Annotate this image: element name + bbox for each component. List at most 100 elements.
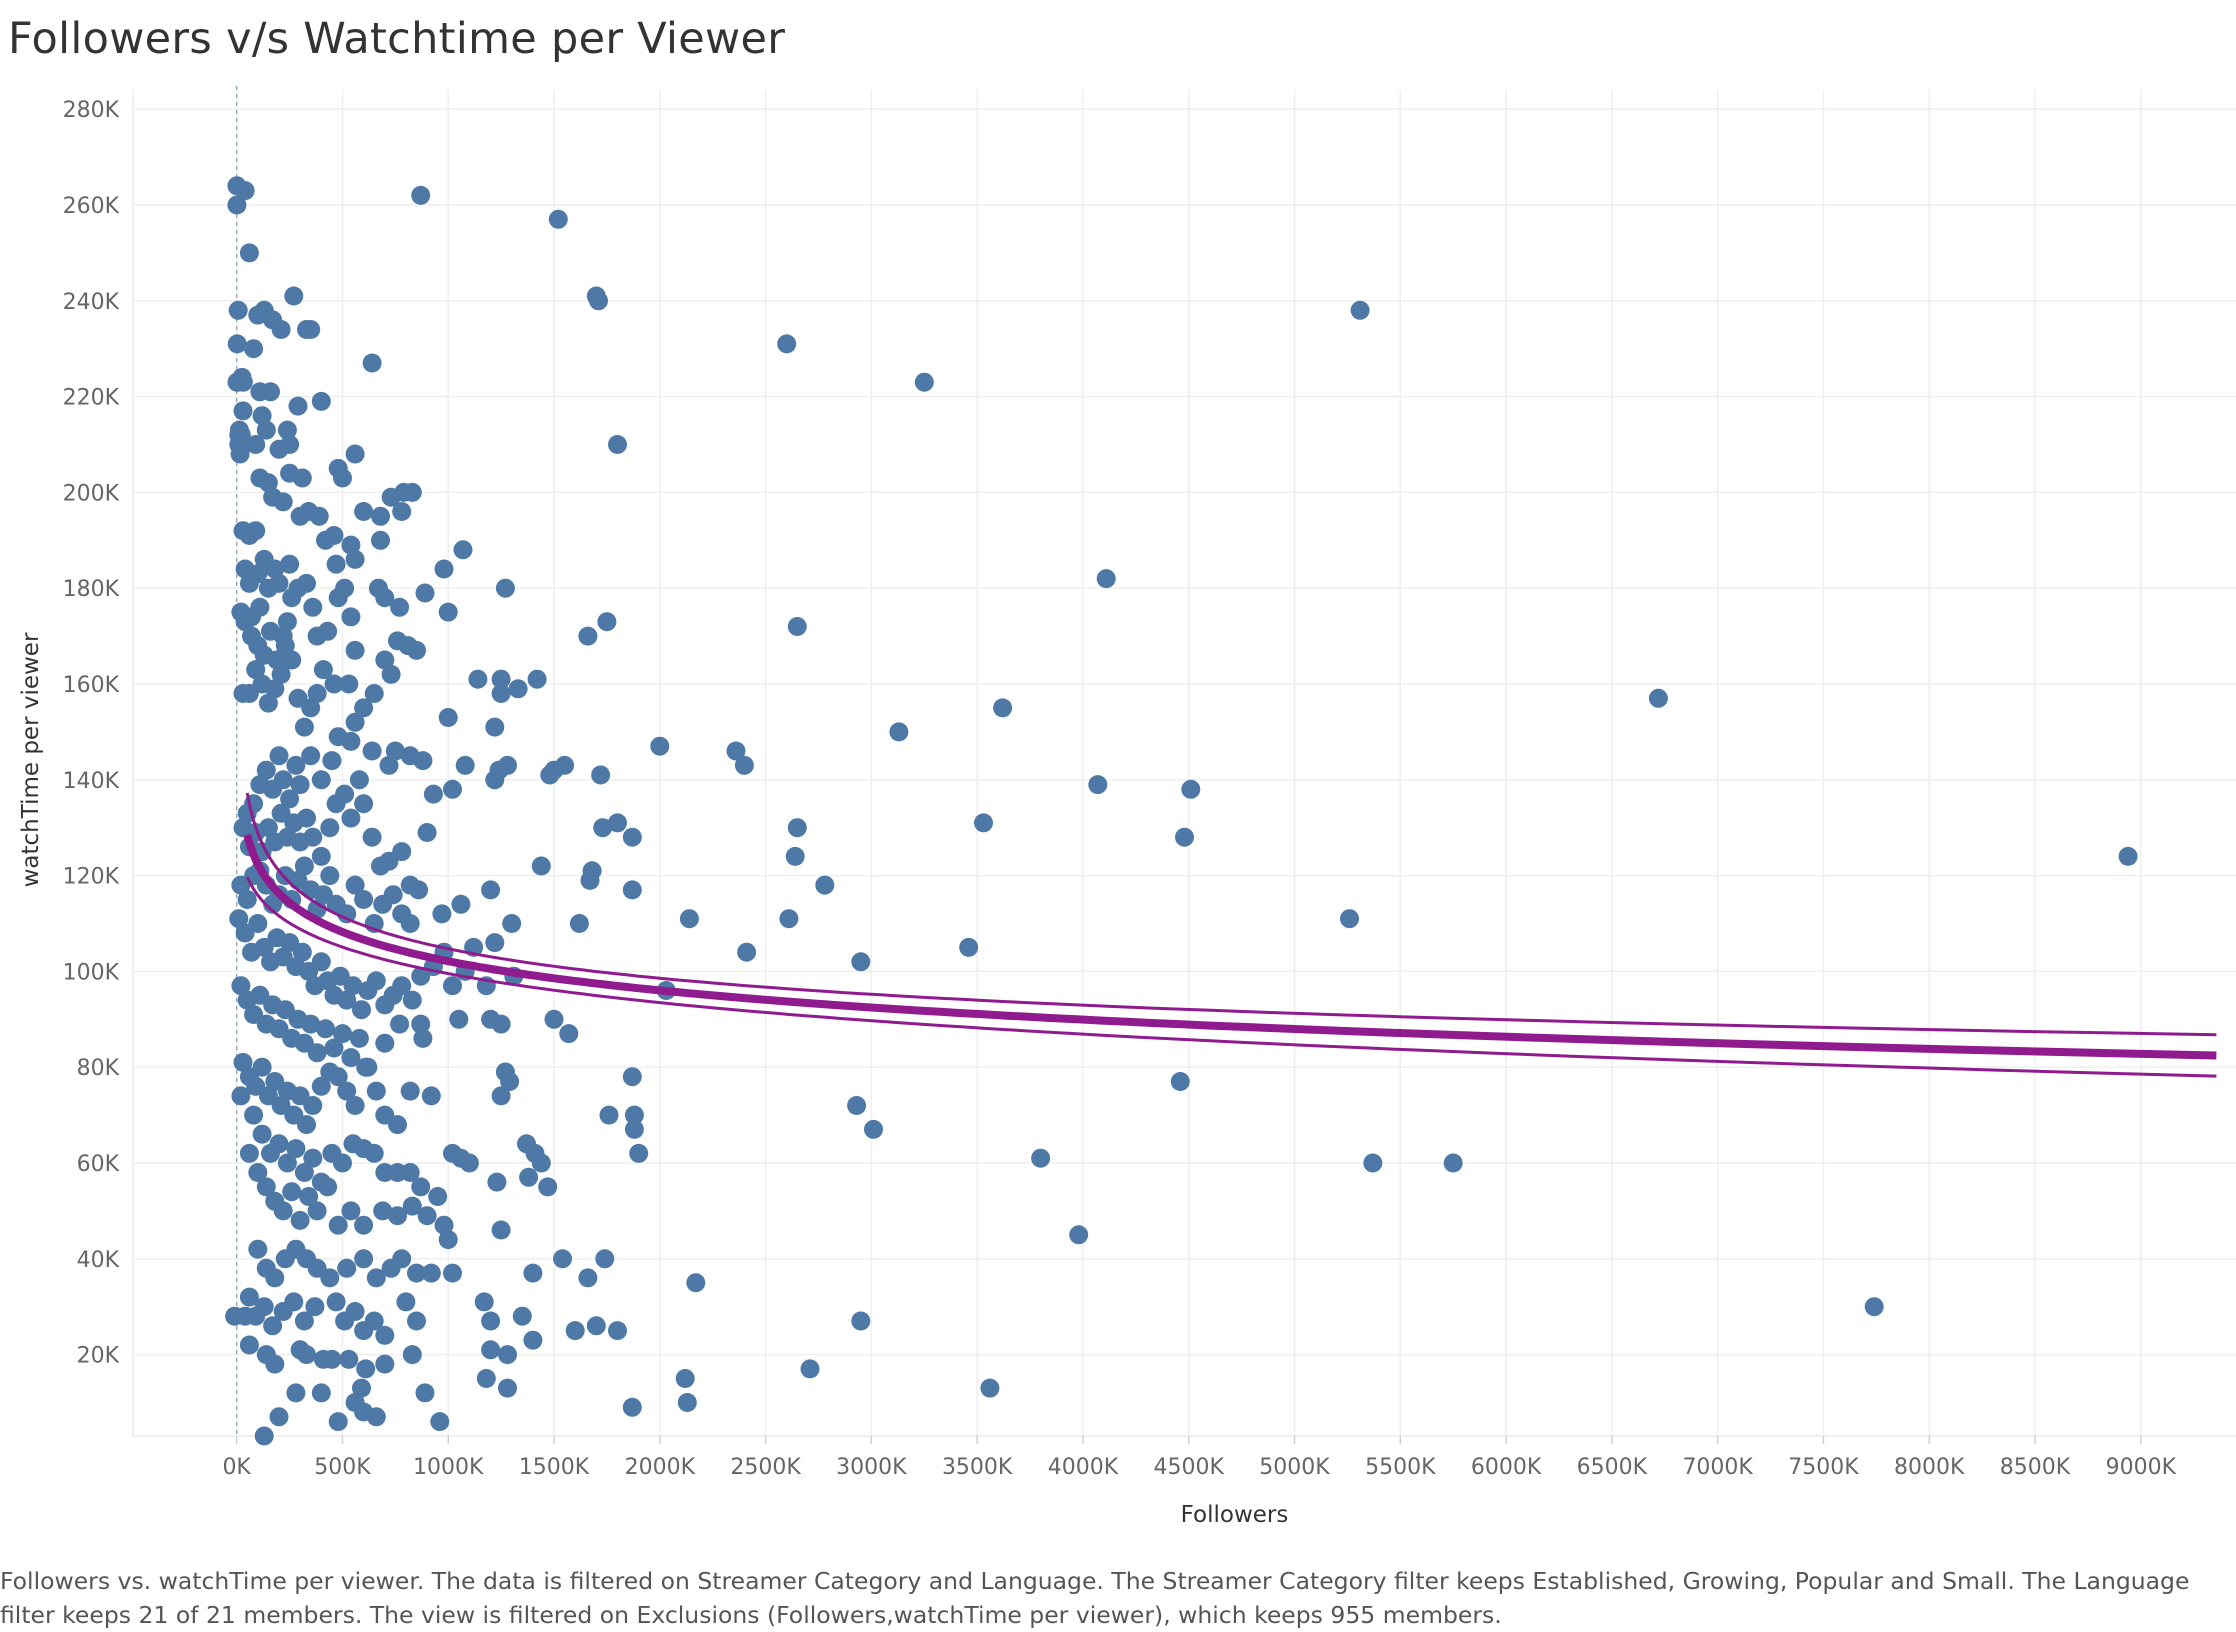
data-point bbox=[294, 1163, 314, 1182]
data-point bbox=[322, 751, 342, 771]
x-tick-label: 8500K bbox=[2000, 1455, 2071, 1480]
data-point bbox=[320, 866, 340, 886]
data-point bbox=[371, 506, 390, 526]
x-axis-ticks: 0K 500K 1000K 1500K 2000K 2500K 3000K 3500K 4000… bbox=[222, 1436, 2177, 1480]
data-point bbox=[407, 640, 426, 660]
data-point bbox=[286, 1383, 306, 1403]
data-points bbox=[225, 176, 2138, 1446]
data-point bbox=[622, 880, 642, 900]
data-point bbox=[451, 894, 471, 914]
y-tick-label: 20K bbox=[77, 1344, 120, 1369]
x-tick-label: 3000K bbox=[836, 1455, 907, 1480]
data-point bbox=[225, 1306, 245, 1326]
data-point bbox=[578, 626, 598, 646]
data-point bbox=[328, 1215, 348, 1235]
data-point bbox=[519, 1167, 539, 1187]
data-point bbox=[267, 650, 287, 670]
data-point bbox=[328, 727, 348, 747]
y-tick-label: 200K bbox=[63, 481, 120, 506]
data-point bbox=[354, 890, 374, 909]
data-point bbox=[248, 1239, 268, 1259]
x-tick-label: 5500K bbox=[1365, 1455, 1436, 1480]
data-point bbox=[407, 1311, 426, 1331]
data-point bbox=[417, 1206, 437, 1226]
y-tick-label: 160K bbox=[63, 673, 120, 698]
data-point bbox=[1069, 1225, 1089, 1245]
data-point bbox=[345, 1393, 365, 1412]
data-point bbox=[345, 640, 365, 660]
y-axis-ticks: 20K 40K 60K 80K 100K 120K 140K 160K 180K 200K 220K… bbox=[63, 98, 120, 1368]
data-point bbox=[383, 885, 403, 905]
data-point bbox=[443, 779, 462, 799]
data-point bbox=[388, 631, 407, 651]
data-point bbox=[311, 770, 331, 790]
data-point bbox=[385, 741, 405, 761]
y-tick-label: 140K bbox=[63, 769, 120, 794]
y-tick-label: 180K bbox=[63, 577, 120, 602]
data-point bbox=[415, 583, 435, 603]
data-point bbox=[481, 880, 501, 900]
data-point bbox=[498, 1345, 517, 1365]
trend-upper-band bbox=[245, 792, 2217, 1037]
data-point bbox=[1170, 1072, 1190, 1091]
data-point bbox=[269, 439, 289, 459]
data-point bbox=[282, 650, 302, 670]
data-point bbox=[269, 1407, 289, 1427]
data-point bbox=[352, 1000, 371, 1020]
data-point bbox=[324, 526, 344, 545]
data-point bbox=[280, 554, 300, 574]
data-point bbox=[284, 1292, 304, 1312]
data-point bbox=[1096, 569, 1116, 589]
data-point bbox=[335, 784, 355, 804]
data-point bbox=[402, 482, 422, 502]
data-point bbox=[318, 621, 338, 641]
data-point bbox=[349, 1028, 369, 1048]
scatter-plot[interactable]: 0K 500K 1000K 1500K 2000K 2500K 3000K 3500K 4000… bbox=[0, 0, 2236, 1560]
x-tick-label: 1000K bbox=[413, 1455, 484, 1480]
data-point bbox=[375, 1354, 395, 1374]
data-point bbox=[608, 813, 627, 833]
data-point bbox=[787, 818, 807, 838]
data-point bbox=[328, 1412, 348, 1432]
x-tick-label: 1500K bbox=[519, 1455, 590, 1480]
data-point bbox=[311, 391, 331, 411]
data-point bbox=[301, 1014, 321, 1034]
data-point bbox=[354, 794, 374, 814]
data-point bbox=[485, 933, 505, 953]
x-tick-label: 5000K bbox=[1259, 1455, 1330, 1480]
data-point bbox=[322, 1349, 342, 1369]
x-tick-label: 4500K bbox=[1154, 1455, 1225, 1480]
data-point bbox=[339, 1349, 359, 1369]
trend-lower-band bbox=[245, 876, 2217, 1078]
data-point bbox=[271, 664, 291, 684]
data-point bbox=[311, 1076, 331, 1096]
data-point bbox=[366, 1268, 386, 1288]
data-point bbox=[307, 684, 327, 703]
data-point bbox=[292, 942, 312, 962]
data-point bbox=[726, 741, 746, 761]
data-point bbox=[311, 846, 331, 866]
data-point bbox=[468, 669, 488, 689]
data-point bbox=[248, 1163, 268, 1182]
data-point bbox=[231, 976, 251, 996]
data-point bbox=[586, 1316, 606, 1336]
data-point bbox=[229, 909, 249, 929]
data-point bbox=[629, 1143, 649, 1163]
data-point bbox=[341, 535, 361, 555]
data-point bbox=[375, 650, 395, 670]
data-point bbox=[777, 334, 797, 354]
data-point bbox=[495, 578, 515, 598]
data-point bbox=[235, 612, 255, 632]
data-point bbox=[599, 1105, 619, 1125]
data-point bbox=[301, 320, 321, 339]
data-point bbox=[608, 1321, 627, 1341]
data-point bbox=[246, 660, 266, 680]
data-point bbox=[487, 1172, 507, 1192]
data-point bbox=[438, 708, 458, 727]
data-point bbox=[411, 1177, 431, 1197]
data-point bbox=[362, 353, 382, 373]
data-point bbox=[438, 1230, 458, 1250]
data-point bbox=[294, 717, 314, 737]
data-point bbox=[307, 1043, 327, 1063]
data-point bbox=[339, 674, 359, 694]
